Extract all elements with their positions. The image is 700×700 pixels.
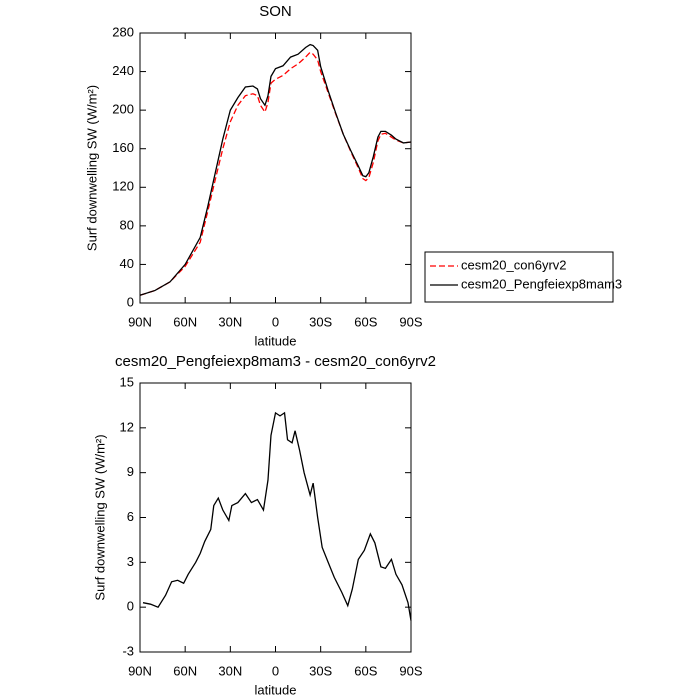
- data-line: [142, 411, 412, 621]
- y-tick-label: 9: [127, 464, 134, 479]
- y-tick-label: 240: [112, 63, 134, 78]
- y-axis-label: Surf downwelling SW (W/m²): [84, 85, 99, 251]
- x-tick-label: 0: [272, 663, 279, 678]
- y-tick-label: -3: [122, 643, 134, 658]
- legend-box: [424, 251, 614, 303]
- y-tick-label: 15: [120, 374, 134, 389]
- y-tick-label: 120: [112, 179, 134, 194]
- y-tick-label: 280: [112, 24, 134, 39]
- data-line: [139, 43, 412, 296]
- x-tick-label: 30S: [309, 663, 332, 678]
- y-tick-label: 3: [127, 554, 134, 569]
- x-tick-label: 30N: [218, 663, 242, 678]
- data-line: [139, 51, 412, 296]
- chart-title: SON: [259, 3, 292, 20]
- chart-title: cesm20_Pengfeiexp8mam3 - cesm20_con6yrv2: [115, 353, 436, 370]
- y-tick-label: 80: [120, 217, 134, 232]
- x-tick-label: 0: [272, 314, 279, 329]
- y-tick-label: 160: [112, 140, 134, 155]
- legend-label: cesm20_Pengfeiexp8mam3: [461, 276, 622, 291]
- y-tick-label: 0: [127, 294, 134, 309]
- x-tick-label: 30N: [218, 314, 242, 329]
- x-tick-label: 60N: [173, 314, 197, 329]
- y-tick-label: 0: [127, 599, 134, 614]
- x-tick-label: 30S: [309, 314, 332, 329]
- legend-label: cesm20_con6yrv2: [461, 257, 567, 272]
- x-tick-label: 60N: [173, 663, 197, 678]
- y-axis-label: Surf downwelling SW (W/m²): [92, 434, 107, 600]
- x-tick-label: 90N: [128, 663, 152, 678]
- x-axis-label: latitude: [255, 682, 297, 697]
- x-tick-label: 90S: [399, 314, 422, 329]
- x-tick-label: 90N: [128, 314, 152, 329]
- x-tick-label: 90S: [399, 663, 422, 678]
- x-tick-label: 60S: [354, 663, 377, 678]
- x-tick-label: 60S: [354, 314, 377, 329]
- x-axis-label: latitude: [255, 333, 297, 348]
- y-tick-label: 12: [120, 419, 134, 434]
- y-tick-label: 40: [120, 256, 134, 271]
- plot-frame: [139, 382, 412, 653]
- y-tick-label: 6: [127, 509, 134, 524]
- plot-frame: [139, 32, 412, 304]
- y-tick-label: 200: [112, 102, 134, 117]
